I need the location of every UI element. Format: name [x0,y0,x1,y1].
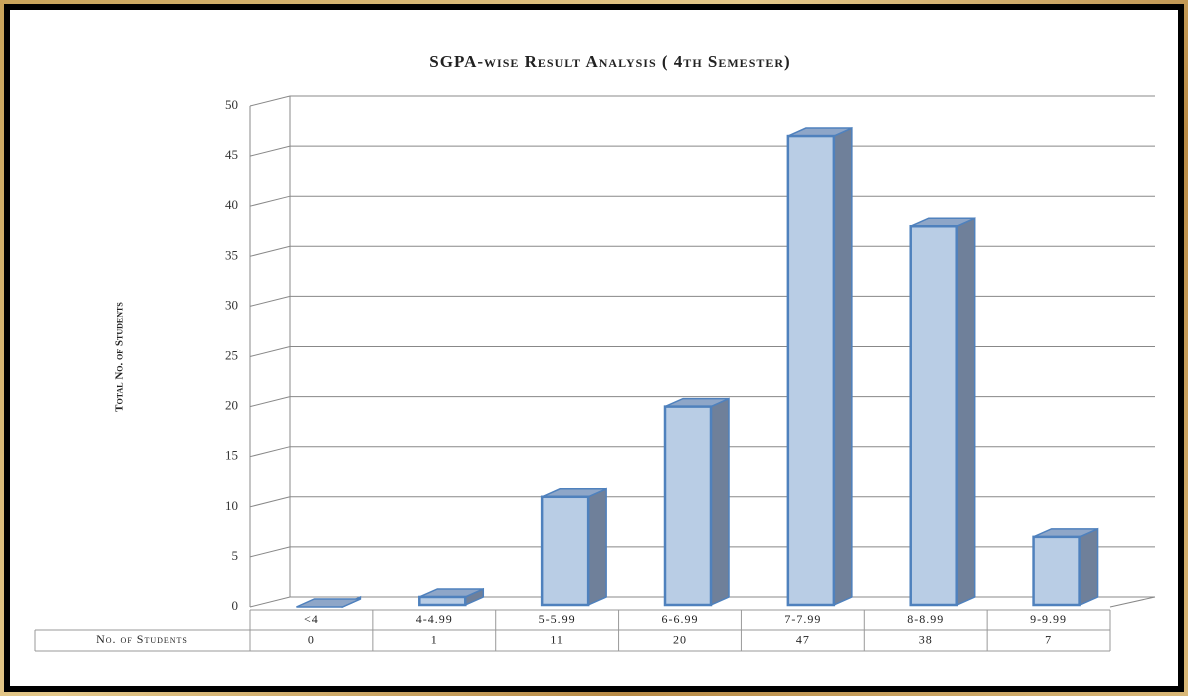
category-label: 8-8.99 [907,612,944,626]
y-tick-label: 25 [225,347,238,362]
bar-side [833,126,853,607]
y-tick-label: 35 [225,247,238,262]
bar [418,587,485,607]
bar-front [909,224,958,607]
y-tick-label: 30 [225,297,238,312]
grid-line [249,596,1155,608]
bar-top [296,598,361,608]
table-value: 1 [431,632,438,646]
table-value: 0 [308,632,315,646]
bar-side [710,397,730,607]
y-tick-label: 0 [232,598,239,613]
table-value: 47 [796,632,810,646]
bar [1032,527,1099,607]
bar [786,126,853,607]
y-tick-label: 20 [225,398,238,413]
grid-line [249,546,1155,558]
grid-line [249,145,1155,157]
category-label: 7-7.99 [784,612,821,626]
y-tick-label: 5 [232,548,239,563]
y-tick-label: 50 [225,97,238,112]
grid-line [249,346,1155,357]
bar [909,217,976,607]
grid-line [249,245,1155,257]
y-tick-label: 15 [225,448,238,463]
grid-line [249,295,1155,307]
bar-side [1078,527,1099,607]
table-value: 38 [919,632,933,646]
grid-line [249,496,1155,508]
y-tick-label: 10 [225,498,238,513]
grid-line [249,396,1155,408]
category-label: 5-5.99 [539,612,576,626]
bar-front [786,134,836,607]
category-label: <4 [304,612,319,626]
bar-side [587,487,607,607]
category-label: 4-4.99 [416,612,453,626]
grid-line [249,446,1155,458]
category-label: 6-6.99 [662,612,699,626]
bar-front [540,495,590,607]
chart-title: SGPA-wise Result Analysis ( 4th Semester… [429,52,790,71]
bar [296,595,362,609]
y-tick-label: 40 [225,197,238,212]
table-value: 7 [1045,632,1052,646]
bar-front [418,595,467,607]
table-value: 20 [673,632,687,646]
bar-side [955,217,976,607]
y-axis-label: Total No. of Students [114,302,126,412]
grid-line [249,95,1155,107]
grid-line [249,195,1155,207]
bar-front [663,405,713,607]
floor-edge [1109,596,1156,608]
table-series-label: No. of Students [96,632,188,646]
bar [663,397,730,607]
category-label: 9-9.99 [1030,612,1067,626]
bar [540,487,607,607]
table-value: 11 [550,632,564,646]
bar-front [1032,535,1081,607]
y-tick-label: 45 [225,147,238,162]
